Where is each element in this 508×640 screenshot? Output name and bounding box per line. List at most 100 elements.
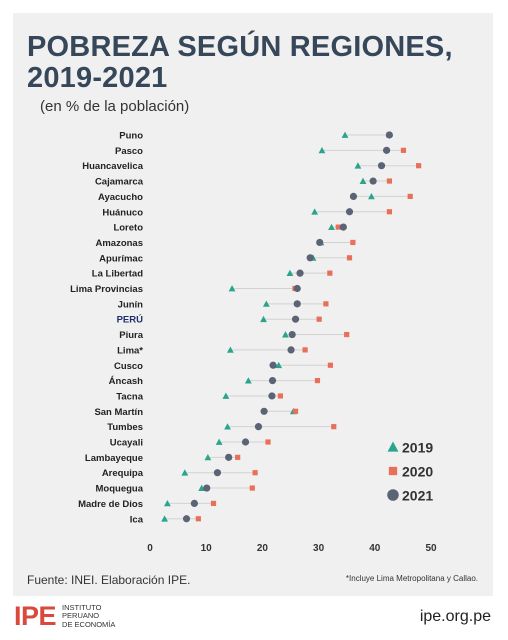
category-label: Ica [130,514,144,525]
category-label: Lambayeque [85,453,143,464]
series-2020-point [344,331,350,338]
series-2019-point [318,146,326,154]
website-link[interactable]: ipe.org.pe [419,608,491,625]
category-label: Ayacucho [98,192,143,203]
series-2021-point [182,515,191,523]
series-2021-point [288,330,296,339]
chart-panel [13,13,493,596]
category-label: Cusco [114,361,143,372]
series-2020-point [323,301,329,307]
legend-label: 2020 [402,464,433,480]
series-2019-point [244,377,252,384]
legend-marker-2019 [387,441,399,452]
category-label: Arequipa [102,468,144,479]
series-2019-point [222,392,230,399]
series-2020-point [210,500,217,506]
series-2021-point [369,177,377,185]
series-2021-point [349,192,358,200]
series-2019-point [262,300,270,307]
logo-line-2: PERUANO [62,611,100,621]
legend-label: 2021 [402,488,433,504]
series-2020-point [327,362,334,368]
series-2019-point [228,285,236,292]
category-label: Ucayali [110,438,143,449]
series-2020-point [249,485,255,491]
footnote: *Incluye Lima Metropolitana y Callao. [345,574,478,583]
series-2020-point [314,378,321,384]
ipe-logo: IPE INSTITUTO PERUANO DE ECONOMÍA [14,603,115,630]
series-2021-point [268,377,277,385]
series-2021-point [287,346,295,354]
legend-label: 2019 [402,440,433,456]
category-label: Huánuco [102,207,143,218]
series-2020-point [292,408,299,414]
x-tick-label: 20 [257,543,269,554]
title-line-1: POBREZA SEGÚN REGIONES, [27,31,453,63]
logo-line-1: INSTITUTO [62,602,102,612]
series-2021-point [293,300,301,308]
series-2021-point [296,269,304,277]
category-label: PERÚ [117,314,144,326]
legend-marker-2020 [388,466,398,476]
series-2020-point [386,178,393,184]
category-label: Cajamarca [95,177,144,188]
series-2019-point [224,423,231,430]
category-label: Apurímac [99,253,143,264]
series-2021-point [225,453,233,461]
series-2020-point [277,393,283,399]
x-tick-label: 0 [147,543,153,554]
category-label: Pasco [115,146,143,157]
series-2021-point [260,407,268,415]
category-label: Huancavelica [82,161,143,172]
series-2019-point [354,162,362,169]
series-2021-point [316,238,324,247]
series-2021-point [383,146,391,154]
series-2019-point [226,346,234,353]
series-2019-point [204,453,212,461]
series-2020-point [265,439,271,445]
series-2020-point [416,163,422,169]
category-label: Madre de Dios [78,499,143,510]
series-2021-point [190,499,198,507]
category-label: Piura [119,330,143,341]
series-2019-point [368,193,375,200]
legend-marker-2021 [387,489,399,501]
category-label: Moquegua [96,484,144,495]
category-label: Amazonas [95,238,143,249]
category-label: Tacna [116,391,143,402]
series-2019-point [311,208,319,215]
series-2020-point [252,470,258,476]
series-2019-point [215,438,223,445]
category-label: La Libertad [92,269,143,280]
series-2021-point [213,469,222,477]
series-2020-point [327,270,333,276]
series-2021-point [268,392,276,400]
series-2019-point [260,315,267,323]
series-2020-point [350,239,356,246]
series-2021-point [345,208,354,216]
category-label: Lima Provincias [70,284,143,295]
chart-title: POBREZA SEGÚN REGIONES, 2019-2021 [27,32,467,94]
logo-line-3: DE ECONOMÍA [62,619,116,629]
series-2021-point [203,484,211,492]
series-2020-point [346,255,353,261]
series-2020-point [400,147,407,153]
series-2020-point [302,347,308,353]
series-2019-point [275,361,283,369]
chart-subtitle: (en % de la población) [40,98,190,115]
series-2019-point [341,131,349,138]
series-2019-point [181,469,189,476]
logo-mark: IPE [14,601,57,631]
series-2019-point [328,223,335,230]
category-label: Puno [119,131,143,142]
category-label: Lima* [117,345,143,356]
series-2019-point [286,269,294,277]
series-2021-point [377,162,386,170]
title-line-2: 2019-2021 [27,62,168,94]
series-2021-point [293,284,301,293]
series-2020-point [331,424,337,430]
category-label: Loreto [113,223,143,234]
category-label: Áncash [109,376,144,387]
series-2019-point [359,177,367,184]
